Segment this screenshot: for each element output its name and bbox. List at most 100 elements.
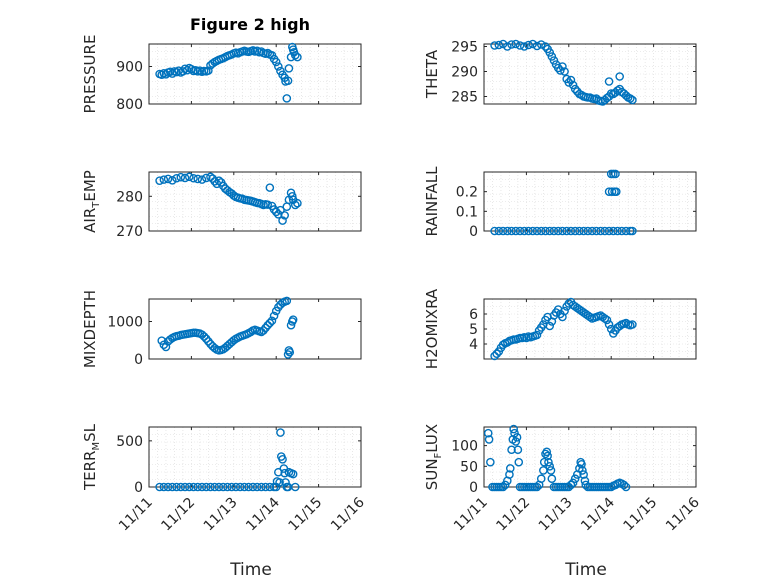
y-axis-label-theta: THETA bbox=[423, 49, 441, 99]
data-point bbox=[275, 478, 284, 487]
x-tick-label: 11/14 bbox=[578, 494, 618, 534]
series-theta bbox=[490, 39, 637, 106]
data-point bbox=[267, 316, 277, 326]
data-point bbox=[558, 226, 567, 236]
data-point bbox=[176, 172, 186, 182]
data-point bbox=[284, 64, 294, 73]
data-point bbox=[596, 226, 605, 236]
data-point bbox=[210, 177, 220, 186]
y-tick-label: 100 bbox=[451, 439, 478, 455]
data-point bbox=[628, 226, 637, 236]
data-point bbox=[560, 306, 569, 316]
data-point bbox=[290, 482, 300, 492]
data-point bbox=[168, 482, 177, 492]
data-point bbox=[201, 482, 211, 492]
data-point bbox=[524, 40, 533, 50]
data-point bbox=[274, 62, 283, 71]
data-point bbox=[197, 482, 207, 492]
data-point bbox=[197, 175, 207, 184]
data-point bbox=[293, 198, 302, 208]
data-point bbox=[579, 226, 588, 236]
y-tick-label: 5 bbox=[469, 322, 478, 338]
data-point bbox=[248, 482, 258, 492]
data-point bbox=[172, 482, 181, 492]
axes-box-rainfall bbox=[483, 171, 697, 232]
data-point bbox=[513, 445, 523, 455]
y-axis-label-mixdepth: MIXDEPTH bbox=[81, 290, 99, 368]
data-point bbox=[515, 226, 525, 236]
y-tick-label: 280 bbox=[116, 189, 143, 205]
axes-box-theta bbox=[483, 43, 697, 105]
data-point bbox=[193, 174, 203, 184]
data-point bbox=[494, 226, 504, 236]
y-tick-label: 1000 bbox=[107, 315, 143, 331]
data-point bbox=[570, 474, 580, 484]
data-point bbox=[536, 40, 546, 49]
x-tick-label: 11/13 bbox=[536, 495, 576, 535]
data-point bbox=[293, 52, 302, 62]
data-point bbox=[568, 478, 578, 488]
y-tick-label: 900 bbox=[116, 60, 143, 76]
x-tick-label: 11/13 bbox=[201, 495, 241, 535]
data-point bbox=[532, 482, 542, 492]
data-point bbox=[545, 321, 555, 331]
data-point bbox=[484, 435, 494, 444]
subplot-sun_flux: 0 50 100 SUNFLUX 11/11 11/12 11/13 11/14 11/15 11… bbox=[423, 424, 703, 580]
subplot-air_temp: 270 280 AIRTEMP bbox=[81, 170, 362, 240]
data-point bbox=[252, 482, 262, 492]
data-point bbox=[524, 226, 533, 236]
y-tick-label: 800 bbox=[116, 97, 143, 113]
subplot-pressure: 800 900 PRESSURE bbox=[81, 35, 362, 114]
data-point bbox=[511, 226, 521, 236]
data-point bbox=[613, 226, 622, 236]
data-point bbox=[159, 175, 169, 184]
data-point bbox=[519, 42, 529, 51]
data-point bbox=[288, 191, 297, 201]
data-point bbox=[204, 66, 213, 75]
x-axis-label-left: Time bbox=[229, 560, 272, 580]
data-point bbox=[628, 95, 637, 105]
data-point bbox=[269, 311, 279, 321]
subplot-theta: 285 290 295 THETA bbox=[423, 39, 697, 106]
y-axis-label-terr_msl: TERRMSL bbox=[81, 423, 102, 491]
data-point bbox=[189, 482, 198, 492]
data-point bbox=[604, 77, 614, 86]
data-point bbox=[282, 202, 292, 212]
data-point bbox=[214, 482, 224, 492]
data-point bbox=[189, 173, 198, 183]
data-point bbox=[490, 41, 499, 50]
subplot-h2omixra: 456 H2OMIXRA bbox=[423, 288, 697, 369]
x-tick-label: 11/12 bbox=[493, 495, 533, 535]
data-point bbox=[280, 211, 289, 220]
data-point bbox=[184, 482, 194, 492]
data-point bbox=[165, 67, 175, 77]
data-point bbox=[558, 62, 567, 71]
series-air_temp bbox=[155, 172, 302, 225]
data-point bbox=[515, 41, 525, 50]
data-point bbox=[505, 464, 515, 473]
data-point bbox=[602, 93, 612, 103]
data-point bbox=[617, 226, 627, 236]
data-point bbox=[498, 482, 508, 492]
data-point bbox=[168, 176, 177, 185]
y-axis-label-pressure: PRESSURE bbox=[81, 35, 99, 114]
y-axis-label-air_temp: AIRTEMP bbox=[81, 170, 102, 233]
series-mixdepth bbox=[157, 296, 298, 359]
data-point bbox=[528, 226, 538, 236]
data-point bbox=[542, 447, 552, 457]
data-point bbox=[193, 482, 203, 492]
data-point bbox=[566, 75, 576, 85]
data-point bbox=[240, 482, 249, 492]
data-point bbox=[625, 94, 635, 103]
data-point bbox=[562, 226, 571, 236]
axes-box-pressure bbox=[148, 43, 362, 105]
series-terr_msl bbox=[155, 428, 300, 492]
data-point bbox=[615, 72, 624, 81]
data-point bbox=[163, 482, 173, 492]
data-point bbox=[511, 39, 521, 49]
y-tick-label: 295 bbox=[451, 40, 478, 56]
data-point bbox=[223, 482, 232, 492]
data-point bbox=[609, 226, 618, 236]
data-point bbox=[628, 320, 637, 329]
data-point bbox=[155, 482, 164, 492]
